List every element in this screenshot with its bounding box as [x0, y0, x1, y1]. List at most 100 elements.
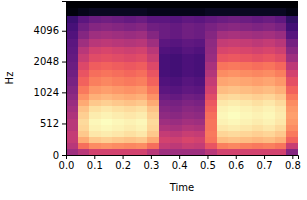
cell: [78, 106, 90, 113]
cell: [112, 149, 124, 155]
cell: [217, 70, 229, 78]
cell: [286, 77, 298, 86]
cell: [66, 31, 78, 39]
cell: [147, 149, 159, 155]
cell: [275, 38, 287, 46]
cell: [170, 112, 182, 119]
cell: [205, 149, 217, 155]
x-axis: 0.00.10.20.30.40.50.60.70.8: [59, 155, 301, 171]
x-tick-mark: [236, 155, 237, 159]
cell: [275, 124, 287, 131]
cell: [205, 70, 217, 78]
cell: [136, 54, 148, 62]
x-tick-label: 0.6: [228, 160, 244, 171]
cell: [136, 100, 148, 107]
cell: [78, 1, 90, 8]
cell: [252, 15, 264, 23]
cell: [252, 106, 264, 113]
cell: [217, 85, 229, 94]
cell: [170, 15, 182, 23]
y-axis-line: [62, 2, 67, 156]
cell: [182, 124, 194, 131]
cell: [136, 77, 148, 86]
cell: [275, 23, 287, 31]
cell: [263, 93, 275, 100]
cell: [286, 137, 298, 144]
cell: [147, 100, 159, 107]
cell: [240, 46, 252, 54]
x-tick: 0.1: [87, 155, 103, 171]
cell: [159, 149, 171, 155]
cell: [66, 23, 78, 31]
cell: [101, 118, 113, 125]
cell: [217, 112, 229, 119]
cell: [101, 54, 113, 62]
cell: [170, 100, 182, 107]
cell: [182, 100, 194, 107]
x-tick-mark: [123, 155, 124, 159]
cell: [228, 130, 240, 137]
y-tick: 512: [40, 118, 66, 129]
y-tick-label: 0: [53, 150, 59, 161]
cell: [263, 143, 275, 150]
cell: [263, 31, 275, 39]
x-tick-mark: [292, 155, 293, 159]
cell: [217, 106, 229, 113]
cell: [66, 137, 78, 144]
cell: [66, 70, 78, 78]
cell: [182, 112, 194, 119]
cell: [136, 62, 148, 71]
cell: [217, 62, 229, 71]
cell: [112, 31, 124, 39]
cell: [205, 54, 217, 62]
cell: [112, 85, 124, 94]
cell: [78, 143, 90, 150]
cell: [159, 77, 171, 86]
y-axis: 0512102420484096: [34, 2, 67, 161]
cell: [89, 137, 101, 144]
cell: [252, 124, 264, 131]
cell: [124, 1, 136, 8]
cell: [136, 130, 148, 137]
cell: [78, 149, 90, 155]
cell: [89, 112, 101, 119]
cell: [101, 143, 113, 150]
cell: [78, 93, 90, 100]
cell: [112, 106, 124, 113]
cell: [217, 149, 229, 155]
cell: [112, 8, 124, 16]
cell: [147, 1, 159, 8]
cell: [101, 137, 113, 144]
cell: [124, 77, 136, 86]
cell: [112, 93, 124, 100]
x-axis-title: Time: [169, 182, 194, 193]
cell: [159, 46, 171, 54]
cell: [112, 38, 124, 46]
cell: [78, 31, 90, 39]
cell: [182, 77, 194, 86]
cell: [112, 130, 124, 137]
cell: [159, 118, 171, 125]
cell: [240, 85, 252, 94]
cell: [124, 54, 136, 62]
cell: [240, 112, 252, 119]
cell: [194, 54, 206, 62]
cell: [159, 112, 171, 119]
cell: [240, 38, 252, 46]
cell: [228, 100, 240, 107]
cell: [101, 15, 113, 23]
cell: [194, 143, 206, 150]
cell: [170, 54, 182, 62]
cell: [275, 15, 287, 23]
cell: [66, 77, 78, 86]
y-tick-mark: [62, 62, 66, 63]
cell: [78, 8, 90, 16]
cell: [66, 100, 78, 107]
y-tick: 1024: [34, 87, 66, 98]
cell: [159, 8, 171, 16]
cell: [136, 46, 148, 54]
cell: [66, 1, 78, 8]
cell: [101, 31, 113, 39]
cell: [159, 62, 171, 71]
cell: [159, 23, 171, 31]
